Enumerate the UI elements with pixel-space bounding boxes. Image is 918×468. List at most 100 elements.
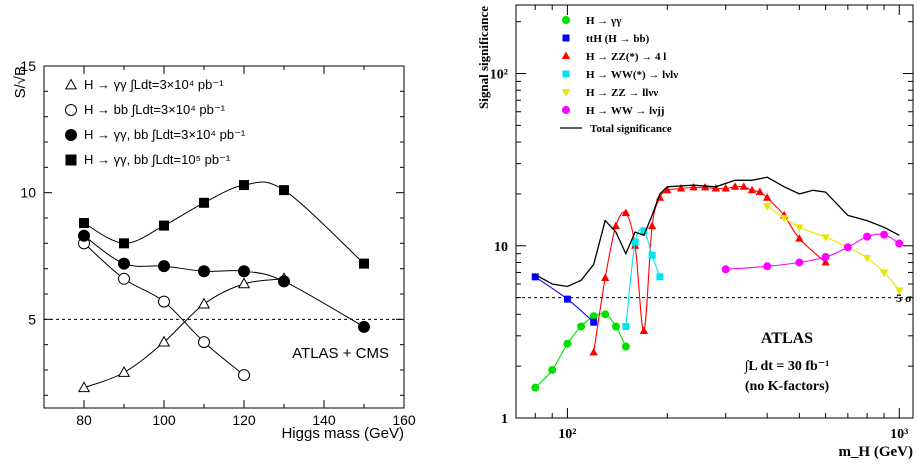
right-data-point bbox=[563, 339, 572, 348]
left-data-point bbox=[157, 335, 171, 347]
right-data-point bbox=[589, 312, 598, 321]
right-plot-frame bbox=[515, 4, 914, 419]
left-chart: 80 100 120 140 160 5 10 15 Higgs mass (GeV) S/√B H… bbox=[12, 58, 416, 442]
left-legend-marker bbox=[65, 129, 77, 141]
right-data-point bbox=[631, 238, 639, 246]
right-data-point bbox=[621, 208, 631, 216]
left-data-point bbox=[239, 180, 249, 191]
left-y-tick-label: 10 bbox=[20, 185, 36, 201]
left-x-axis-title: Higgs mass (GeV) bbox=[281, 425, 404, 442]
left-data-point bbox=[79, 218, 89, 229]
left-legend-marker bbox=[64, 78, 78, 90]
right-x-tick-label: 10² bbox=[558, 427, 576, 442]
left-legend-marker bbox=[65, 104, 77, 116]
right-series-line-h-ww-l-l bbox=[625, 228, 661, 327]
right-series-line-total-significance bbox=[534, 176, 900, 288]
right-annotation-atlas: ATLAS bbox=[761, 330, 813, 347]
right-data-point bbox=[611, 221, 621, 230]
right-data-point bbox=[763, 193, 772, 201]
right-reference-label: 5 σ bbox=[896, 291, 912, 305]
right-legend-entry: H → γγ bbox=[586, 15, 621, 27]
right-data-point bbox=[640, 227, 648, 235]
right-legend-marker bbox=[561, 89, 571, 97]
left-data-point bbox=[77, 381, 91, 393]
left-data-point bbox=[119, 238, 129, 249]
right-data-point bbox=[863, 232, 872, 241]
right-data-point bbox=[880, 230, 889, 239]
right-data-point bbox=[747, 185, 757, 194]
left-legend-entry: H → γγ, bb ∫Ldt=3×10⁴ pb⁻¹ bbox=[84, 127, 246, 142]
right-data-point bbox=[721, 265, 730, 274]
left-legend-entry: H → γγ, bb ∫Ldt=10⁵ pb⁻¹ bbox=[84, 152, 231, 167]
left-data-point bbox=[197, 297, 211, 309]
right-data-point bbox=[531, 273, 539, 281]
left-annotation: ATLAS + CMS bbox=[292, 345, 389, 362]
right-data-point bbox=[895, 287, 904, 296]
left-x-tick-label: 100 bbox=[152, 412, 176, 428]
right-y-axis-title: Signal significance bbox=[476, 6, 491, 109]
left-data-point bbox=[199, 197, 209, 208]
right-legend-marker bbox=[562, 34, 570, 42]
left-data-point bbox=[158, 295, 170, 308]
right-x-tick-label: 10³ bbox=[890, 427, 908, 442]
right-data-point bbox=[656, 273, 664, 281]
right-data-point bbox=[862, 254, 872, 263]
left-data-point bbox=[78, 229, 90, 242]
left-data-point bbox=[238, 265, 250, 278]
right-data-point bbox=[622, 322, 630, 330]
left-data-point bbox=[117, 366, 131, 377]
right-data-point bbox=[548, 365, 557, 374]
right-y-tick-label: 1 bbox=[501, 412, 508, 427]
right-y-tick-label: 10² bbox=[490, 68, 508, 83]
right-legend-entry: H → WW(*) → lνlν bbox=[586, 69, 678, 81]
left-series-line-4 bbox=[83, 181, 365, 264]
right-data-point bbox=[780, 215, 789, 223]
left-data-point bbox=[198, 336, 210, 349]
right-legend-entry: H → ZZ(*) → 4 l bbox=[586, 51, 666, 63]
right-data-point bbox=[795, 234, 804, 242]
right-data-point bbox=[895, 239, 904, 248]
left-y-tick-label: 15 bbox=[20, 58, 36, 74]
right-legend-marker bbox=[562, 106, 570, 114]
left-legend-marker bbox=[65, 154, 77, 166]
right-data-point bbox=[663, 185, 672, 194]
right-data-point bbox=[611, 322, 620, 331]
right-chart: 10² 10³ 1 10 10² m_H (GeV) Signal significance… bbox=[476, 4, 914, 460]
right-data-point bbox=[700, 182, 710, 191]
right-data-point bbox=[795, 224, 804, 232]
left-y-axis-title: S/√B bbox=[12, 66, 29, 98]
right-legend-marker bbox=[562, 16, 570, 24]
right-legend-marker bbox=[561, 51, 571, 59]
right-data-point bbox=[601, 310, 610, 319]
right-legend-entry: H → WW → lνjj bbox=[586, 105, 664, 117]
right-legend-marker bbox=[562, 70, 570, 78]
right-data-point bbox=[763, 203, 772, 211]
right-data-point bbox=[739, 182, 748, 190]
left-data-point bbox=[238, 369, 250, 382]
right-data-point bbox=[730, 182, 740, 190]
left-y-tick-label: 5 bbox=[28, 311, 36, 327]
right-data-point bbox=[763, 262, 772, 271]
right-data-point bbox=[721, 183, 730, 192]
left-data-point bbox=[118, 272, 130, 285]
right-data-point bbox=[843, 243, 852, 252]
right-annotation-kfactors: (no K-factors) bbox=[745, 379, 830, 394]
left-plot-frame bbox=[43, 65, 405, 409]
right-legend-entry: H → ZZ → llνν bbox=[586, 87, 658, 99]
right-data-point bbox=[589, 347, 598, 356]
right-x-axis-title: m_H (GeV) bbox=[838, 444, 913, 460]
right-data-point bbox=[821, 234, 830, 242]
right-data-point bbox=[563, 295, 571, 303]
left-data-point bbox=[279, 185, 289, 196]
right-data-point bbox=[639, 326, 649, 334]
right-data-point bbox=[647, 221, 657, 230]
right-data-point bbox=[531, 383, 540, 392]
right-data-point bbox=[755, 187, 764, 196]
right-data-point bbox=[648, 251, 656, 259]
left-data-point bbox=[158, 260, 170, 273]
right-data-point bbox=[590, 318, 598, 326]
right-data-point bbox=[601, 273, 610, 281]
right-data-point bbox=[711, 183, 720, 192]
right-data-point bbox=[795, 258, 804, 267]
